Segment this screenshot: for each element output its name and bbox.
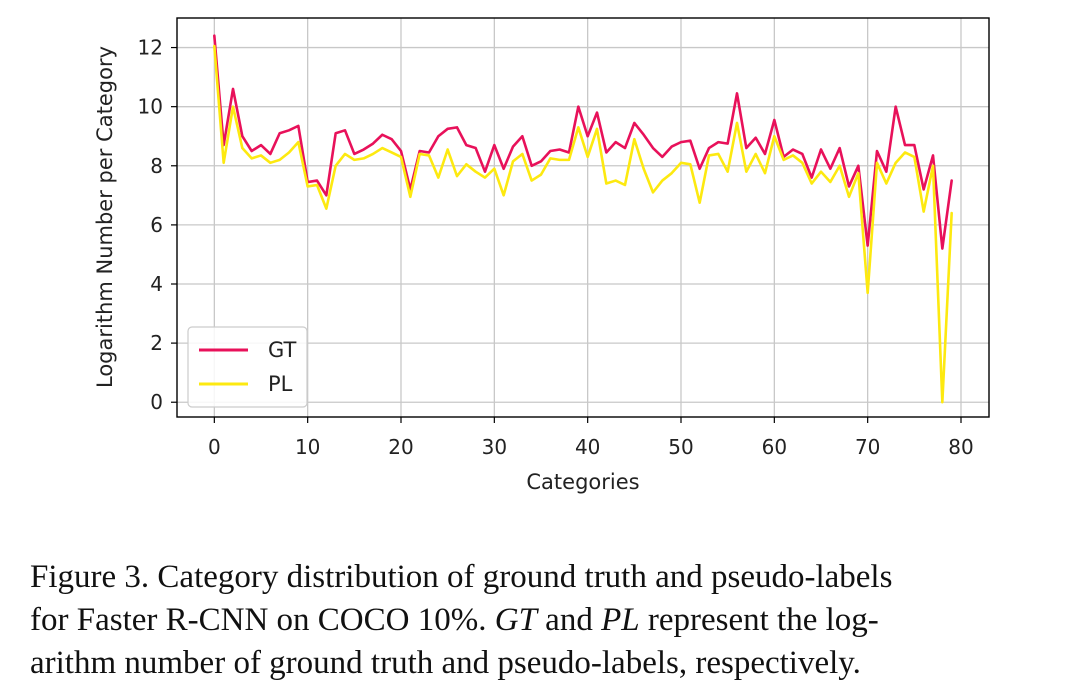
- x-tick-label: 60: [762, 435, 787, 459]
- x-tick-label: 70: [855, 435, 880, 459]
- series-line-pl: [213, 44, 953, 404]
- x-tick-label: 50: [668, 435, 693, 459]
- caption-gt-symbol: GT: [494, 602, 537, 638]
- x-axis-label: Categories: [526, 470, 639, 494]
- x-tick-label: 40: [575, 435, 600, 459]
- x-tick-label: 30: [482, 435, 507, 459]
- y-tick-label: 12: [138, 36, 163, 60]
- caption-line-1: Figure 3. Category distribution of groun…: [30, 559, 893, 595]
- legend: GT PL: [187, 326, 308, 408]
- series-line-gt: [213, 34, 953, 250]
- caption-line-2a: for Faster R-CNN on COCO 10%.: [30, 602, 487, 638]
- x-tick-label: 10: [295, 435, 320, 459]
- legend-label-pl: PL: [268, 372, 293, 396]
- legend-label-gt: GT: [268, 338, 297, 362]
- caption-line-3: arithm number of ground truth and pseudo…: [30, 645, 861, 681]
- caption-line-2b: and: [545, 602, 593, 638]
- grid-lines: [177, 18, 989, 417]
- y-axis-label: Logarithm Number per Category: [93, 46, 117, 388]
- x-tick-label: 0: [208, 435, 221, 459]
- caption-pl-symbol: PL: [601, 602, 640, 638]
- y-tick-label: 2: [150, 331, 163, 355]
- x-tick-label: 80: [948, 435, 973, 459]
- y-tick-label: 0: [150, 390, 163, 414]
- y-tick-label: 10: [138, 95, 163, 119]
- y-tick-label: 4: [150, 272, 163, 296]
- y-tick-label: 6: [150, 213, 163, 237]
- series-lines: [213, 34, 953, 404]
- y-tick-label: 8: [150, 154, 163, 178]
- plot-frame: [176, 17, 990, 418]
- legend-box: [187, 326, 308, 408]
- x-tick-label: 20: [388, 435, 413, 459]
- axis-ticks: 0 10 20 30 40 50 60 70 80 0 2 4 6 8 10 12: [138, 36, 974, 459]
- line-chart: 0 10 20 30 40 50 60 70 80 0 2 4 6 8 10 12 Categories Lo…: [93, 17, 990, 494]
- caption-line-2c: represent the log-: [647, 602, 879, 638]
- figure-caption: Figure 3. Category distribution of groun…: [30, 556, 1060, 685]
